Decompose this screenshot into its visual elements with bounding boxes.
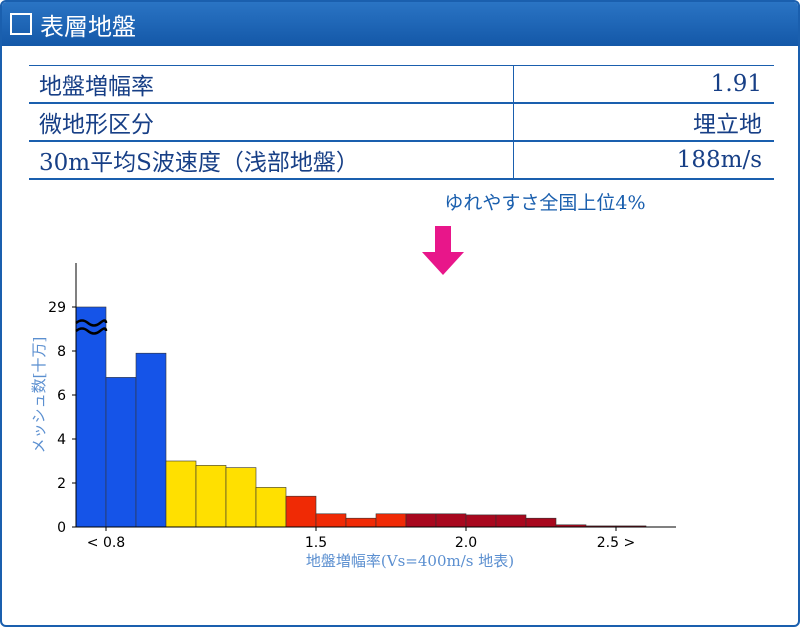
bar	[435, 513, 467, 528]
bar	[105, 377, 137, 528]
bar	[495, 514, 527, 528]
x-tick-label: < 0.8	[87, 535, 125, 551]
table-row: 地盤増幅率 1.91	[29, 66, 774, 104]
row-value: 1.91	[710, 71, 762, 97]
info-table: 地盤増幅率 1.91 微地形区分 埋立地 30m平均S波速度（浅部地盤） 188m/s	[29, 65, 774, 180]
panel-title: 表層地盤	[40, 12, 136, 41]
bar	[405, 513, 437, 528]
row-value: 188m/s	[676, 147, 762, 173]
checkbox-icon	[10, 13, 32, 35]
annotation: ゆれやすさ全国上位4%	[444, 192, 645, 214]
y-tick-label: 6	[57, 388, 66, 404]
row-label: 微地形区分	[29, 104, 514, 140]
y-axis-label: メッシュ数[十万]	[30, 337, 48, 454]
x-tick-label: 2.5 >	[597, 535, 635, 551]
bar	[465, 514, 497, 528]
axis-break	[75, 319, 108, 335]
x-axis-label: 地盤増幅率(Vs=400m/s 地表)	[306, 552, 514, 570]
bar	[195, 465, 227, 528]
y-tick-label: 29	[48, 300, 66, 316]
y-tick-label: 2	[57, 476, 66, 492]
arrow	[422, 226, 464, 275]
bar	[375, 513, 407, 528]
bar	[285, 495, 317, 528]
row-label: 30m平均S波速度（浅部地盤）	[29, 142, 514, 178]
table-row: 微地形区分 埋立地	[29, 104, 774, 142]
y-tick-label: 0	[57, 520, 66, 536]
y-tick-label: 8	[57, 344, 66, 360]
bar	[225, 467, 257, 528]
bar	[135, 352, 167, 528]
x-tick-label: 2.0	[455, 535, 477, 551]
row-value: 埋立地	[693, 112, 762, 138]
bar	[315, 513, 347, 528]
row-label: 地盤増幅率	[29, 66, 514, 102]
y-tick-label: 4	[57, 432, 66, 448]
bar	[165, 460, 197, 528]
bar	[255, 487, 287, 528]
bar	[525, 517, 557, 528]
panel-header: 表層地盤	[2, 2, 798, 46]
bar	[345, 517, 377, 528]
x-tick-label: 1.5	[305, 535, 327, 551]
bar	[75, 306, 107, 528]
table-row: 30m平均S波速度（浅部地盤） 188m/s	[29, 142, 774, 180]
